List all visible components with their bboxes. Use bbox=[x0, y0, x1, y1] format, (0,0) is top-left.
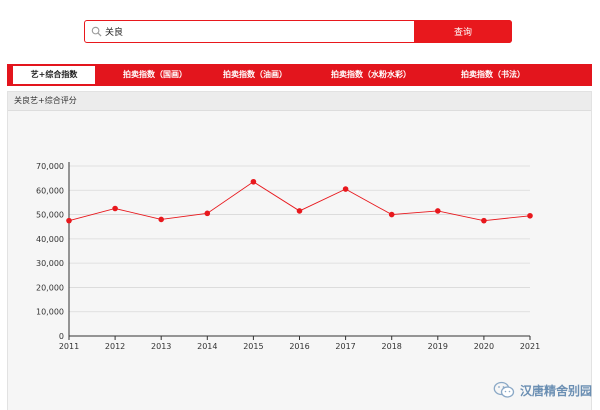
y-tick-label: 40,000 bbox=[36, 235, 64, 244]
y-tick-label: 10,000 bbox=[36, 308, 64, 317]
x-tick-label: 2019 bbox=[428, 342, 448, 351]
y-tick-label: 70,000 bbox=[36, 162, 64, 171]
y-tick-label: 0 bbox=[59, 332, 64, 341]
tab-auction-watercolor[interactable]: 拍卖指数（水粉水彩） bbox=[331, 70, 411, 79]
y-tick-label: 30,000 bbox=[36, 259, 64, 268]
x-tick-label: 2013 bbox=[151, 342, 171, 351]
y-tick-label: 50,000 bbox=[36, 211, 64, 220]
data-point bbox=[112, 205, 118, 212]
search-input[interactable] bbox=[105, 23, 405, 40]
watermark: 汉唐精舍别园 bbox=[493, 380, 592, 400]
data-point bbox=[481, 217, 487, 224]
x-tick-label: 2011 bbox=[59, 342, 79, 351]
tab-auction-chinese-painting[interactable]: 拍卖指数（国画） bbox=[123, 70, 187, 79]
data-point bbox=[527, 212, 533, 219]
chart-panel: 关良艺+综合评分 bbox=[7, 91, 592, 410]
data-point bbox=[158, 216, 164, 223]
tab-auction-oil-painting[interactable]: 拍卖指数（油画） bbox=[223, 70, 287, 79]
data-point bbox=[296, 208, 303, 214]
x-tick-label: 2015 bbox=[243, 342, 263, 351]
data-point bbox=[435, 208, 441, 214]
watermark-text: 汉唐精舍别园 bbox=[519, 383, 592, 398]
y-tick-label: 20,000 bbox=[36, 283, 64, 292]
x-tick-label: 2016 bbox=[289, 342, 309, 351]
tab-auction-calligraphy[interactable]: 拍卖指数（书法） bbox=[461, 70, 525, 79]
panel-title: 关良艺+综合评分 bbox=[8, 92, 591, 111]
data-point bbox=[388, 211, 395, 218]
search-icon bbox=[91, 26, 102, 37]
data-point bbox=[342, 186, 349, 192]
x-tick-label: 2020 bbox=[474, 342, 494, 351]
tab-composite-index[interactable]: 艺+综合指数 bbox=[13, 66, 95, 84]
wechat-icon bbox=[493, 381, 515, 398]
tab-bar: 艺+综合指数 拍卖指数（国画） 拍卖指数（油画） 拍卖指数（水粉水彩） 拍卖指数… bbox=[7, 64, 592, 86]
x-tick-label: 2017 bbox=[335, 342, 355, 351]
x-tick-label: 2012 bbox=[105, 342, 125, 351]
search-box: 查询 bbox=[84, 20, 512, 43]
y-tick-label: 60,000 bbox=[36, 186, 64, 195]
x-tick-label: 2014 bbox=[197, 342, 217, 351]
x-tick-label: 2018 bbox=[382, 342, 402, 351]
data-point bbox=[66, 217, 72, 224]
data-point bbox=[204, 210, 211, 217]
data-point bbox=[250, 178, 257, 185]
search-button[interactable]: 查询 bbox=[414, 20, 512, 43]
x-tick-label: 2021 bbox=[520, 342, 540, 351]
